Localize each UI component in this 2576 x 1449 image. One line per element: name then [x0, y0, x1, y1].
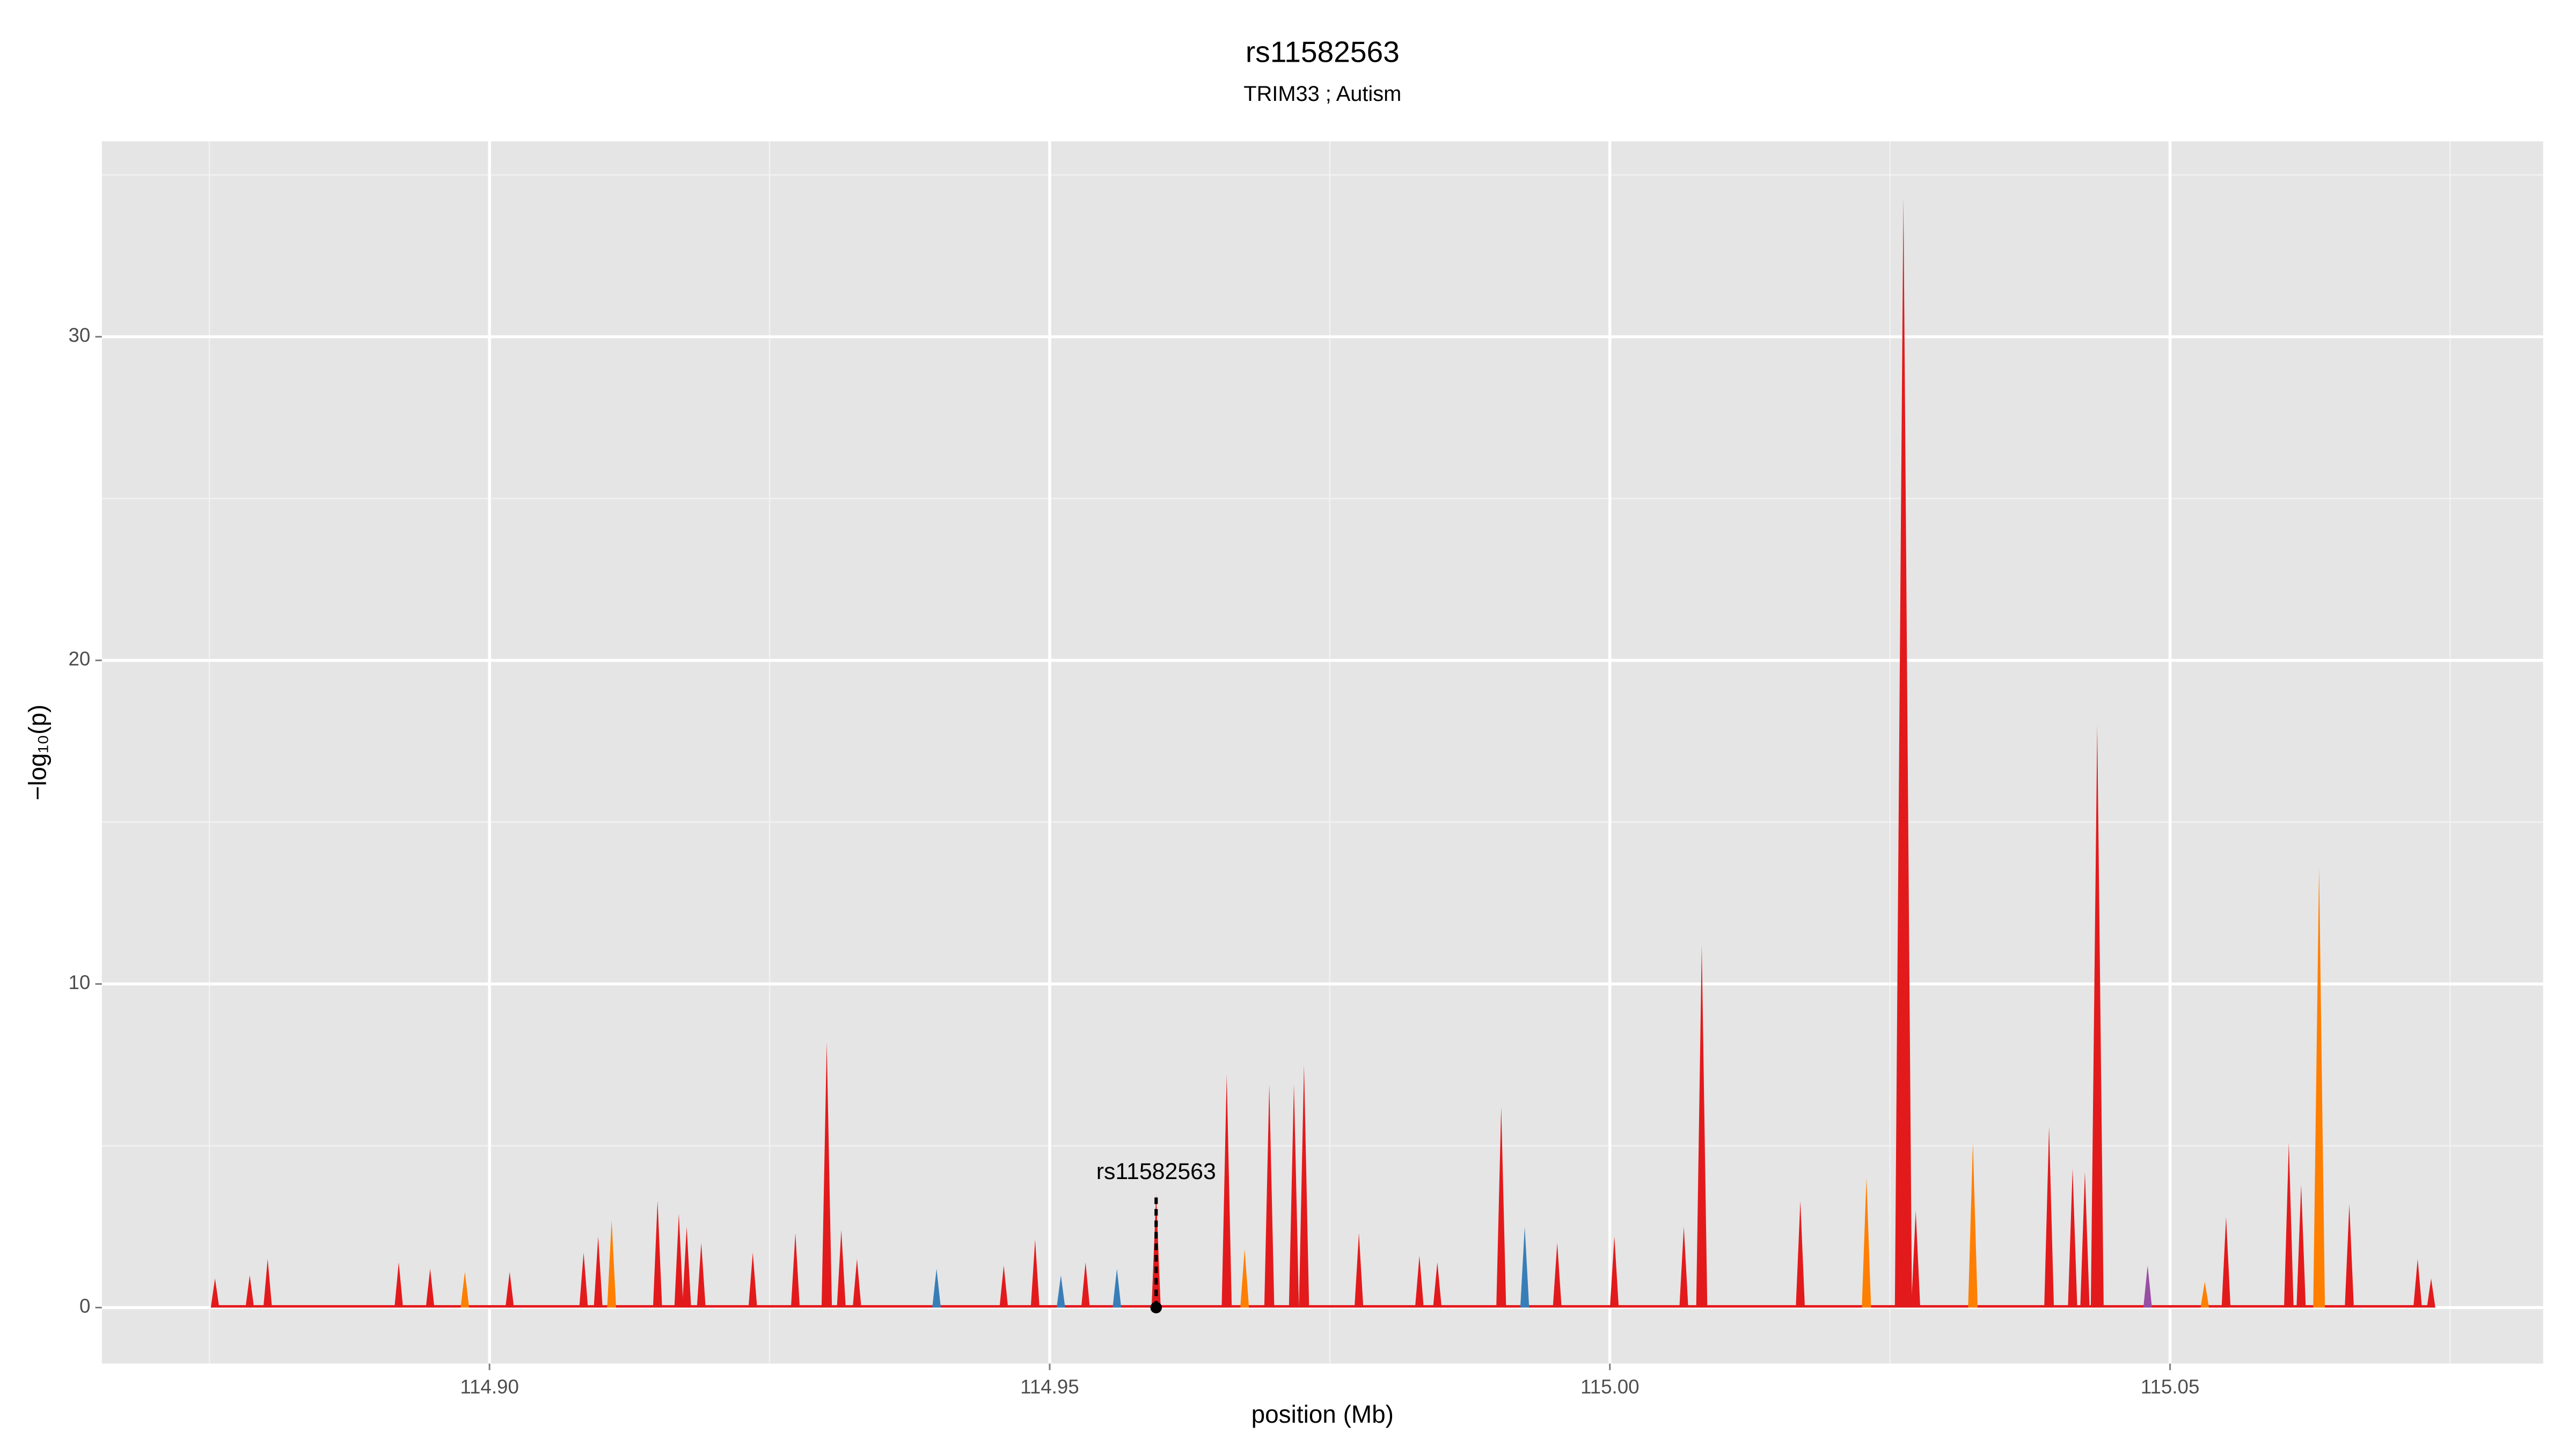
- spike: [1113, 1269, 1122, 1308]
- marks: [210, 197, 2435, 1314]
- spike: [263, 1259, 272, 1308]
- spike: [674, 1213, 684, 1308]
- spike: [653, 1201, 662, 1308]
- spike: [1696, 945, 1708, 1308]
- y-axis-title: −log₁₀(p): [24, 705, 52, 801]
- spike: [2313, 867, 2325, 1308]
- spike: [2200, 1282, 2209, 1308]
- spike: [2090, 725, 2104, 1308]
- spike: [999, 1265, 1008, 1308]
- spike: [791, 1233, 800, 1308]
- spike: [852, 1259, 861, 1308]
- spike: [394, 1262, 404, 1308]
- spike: [1240, 1249, 1249, 1308]
- spike: [2296, 1184, 2306, 1308]
- x-tick-label: 115.05: [2141, 1375, 2200, 1397]
- spike: [1354, 1233, 1364, 1308]
- plot-panel: [101, 141, 2543, 1364]
- spike: [1553, 1242, 1562, 1308]
- annotation-point: [1150, 1301, 1162, 1314]
- spike: [1030, 1239, 1040, 1308]
- spike: [1679, 1226, 1688, 1308]
- annotation-label: rs11582563: [1096, 1159, 1216, 1184]
- labels: 114.90 114.95 115.00 115.05 0 10 20 30 rs1158256…: [69, 324, 2200, 1397]
- spike: [1056, 1275, 1065, 1308]
- spike: [1968, 1142, 1978, 1308]
- spike: [1894, 197, 1912, 1308]
- spike: [426, 1269, 435, 1308]
- spike: [1862, 1178, 1871, 1308]
- spike: [697, 1242, 706, 1308]
- y-tick-label: 30: [69, 324, 91, 346]
- spike: [594, 1236, 603, 1308]
- spike: [2413, 1259, 2422, 1308]
- spike: [505, 1272, 514, 1308]
- x-tick-label: 114.90: [460, 1375, 519, 1397]
- spike: [2427, 1278, 2435, 1308]
- spike: [1299, 1065, 1309, 1308]
- spike: [2044, 1126, 2054, 1308]
- spike: [1520, 1226, 1529, 1308]
- spike: [1433, 1262, 1442, 1308]
- x-tick-label: 114.95: [1020, 1375, 1079, 1397]
- spike: [1911, 1210, 1921, 1308]
- spike: [1496, 1107, 1506, 1308]
- spike: [245, 1275, 254, 1308]
- spike: [2221, 1217, 2231, 1308]
- x-axis-title: position (Mb): [1252, 1400, 1394, 1428]
- spike: [748, 1252, 757, 1308]
- spike: [460, 1272, 470, 1308]
- spike: [579, 1252, 588, 1308]
- spike: [1289, 1084, 1299, 1308]
- chart-subtitle: TRIM33 ; Autism: [1243, 82, 1401, 106]
- spike: [1609, 1236, 1619, 1308]
- x-tick-label: 115.00: [1580, 1375, 1640, 1397]
- spike: [837, 1230, 846, 1308]
- spike: [2143, 1265, 2152, 1308]
- spike: [2345, 1204, 2354, 1308]
- spike: [1151, 1194, 1161, 1308]
- spike: [1264, 1084, 1275, 1308]
- spike: [2284, 1142, 2294, 1308]
- y-tick-label: 10: [69, 971, 91, 993]
- spike: [821, 1042, 832, 1308]
- grid: [95, 141, 2543, 1371]
- chart-title: rs11582563: [1246, 35, 1400, 69]
- spike: [932, 1269, 941, 1308]
- spike: [2068, 1168, 2077, 1308]
- spike: [1221, 1074, 1232, 1308]
- spike: [2080, 1172, 2090, 1308]
- baseline-strip: [211, 1305, 2435, 1308]
- spike: [210, 1278, 219, 1308]
- y-tick-label: 0: [79, 1295, 90, 1317]
- spike: [1415, 1256, 1424, 1308]
- y-tick-label: 20: [69, 648, 91, 670]
- spike: [1796, 1201, 1805, 1308]
- spike: [1081, 1262, 1090, 1308]
- spike: [607, 1220, 616, 1308]
- spike: [682, 1226, 691, 1308]
